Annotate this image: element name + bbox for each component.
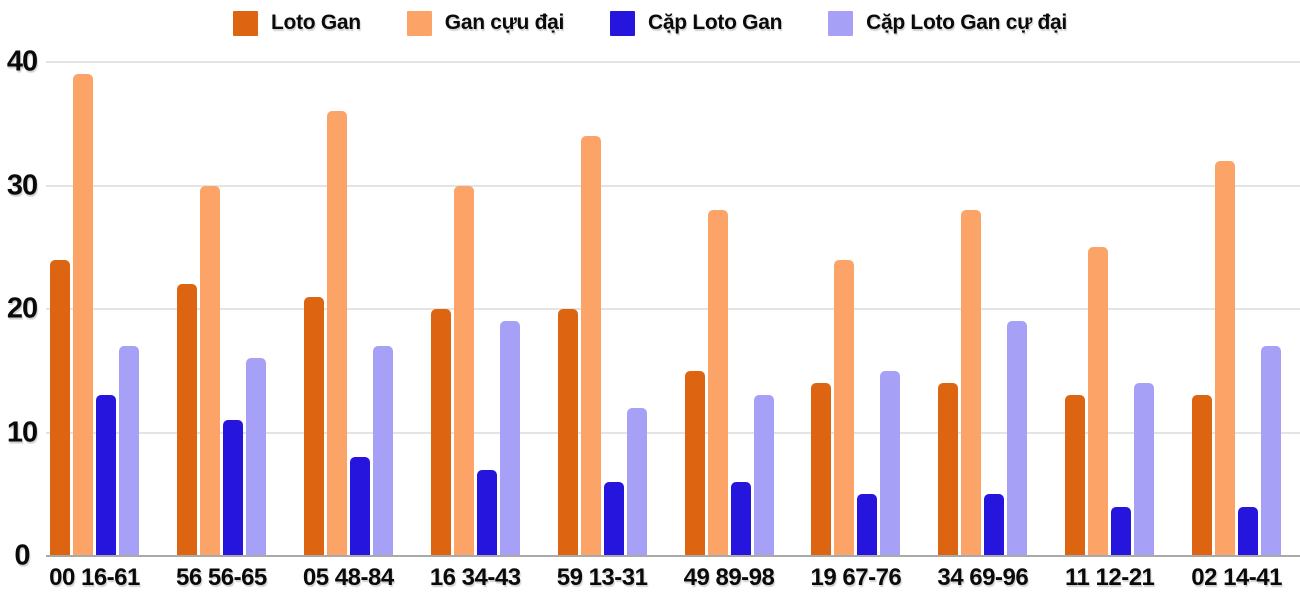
legend-label: Cặp Loto Gan cự đại — [866, 11, 1067, 34]
bar-group-59-13-31 — [557, 62, 647, 556]
legend-item-2[interactable]: Cặp Loto Gan — [610, 10, 783, 36]
bar-gan-cựu-đại-3[interactable] — [453, 185, 474, 556]
gridline-y-20 — [46, 308, 1300, 310]
bar-cặp-loto-gan-5[interactable] — [730, 481, 751, 556]
bar-group-56-56-65 — [176, 62, 266, 556]
bar-group-00-16-61 — [50, 62, 139, 556]
bar-cặp-loto-gan-2[interactable] — [349, 457, 370, 556]
legend-swatch-icon — [233, 10, 259, 36]
bar-loto-gan-7[interactable] — [938, 383, 959, 556]
bar-loto-gan-1[interactable] — [176, 284, 197, 556]
legend-swatch-icon — [406, 10, 432, 36]
bar-loto-gan-5[interactable] — [684, 370, 705, 556]
bar-gan-cựu-đại-9[interactable] — [1215, 160, 1236, 556]
legend-swatch-icon — [610, 10, 636, 36]
gridline-y-30 — [46, 184, 1300, 187]
bar-cặp-loto-gan-9[interactable] — [1238, 506, 1259, 556]
bar-gan-cựu-đại-1[interactable] — [199, 185, 220, 556]
bar-group-11-12-21 — [1065, 62, 1155, 556]
y-axis-tick-label: 30 — [6, 169, 38, 201]
bar-cặp-loto-gan-cự-đại-4[interactable] — [626, 407, 647, 556]
bar-group-49-89-98 — [684, 62, 774, 556]
x-axis-line — [46, 555, 1300, 557]
bar-loto-gan-3[interactable] — [430, 309, 451, 556]
bar-cặp-loto-gan-4[interactable] — [603, 481, 624, 556]
bar-loto-gan-2[interactable] — [303, 296, 324, 556]
legend-item-3[interactable]: Cặp Loto Gan cự đại — [828, 10, 1067, 36]
bar-gan-cựu-đại-0[interactable] — [73, 74, 93, 556]
x-axis-tick-label: 49 89-98 — [683, 564, 775, 591]
x-axis-tick-label: 00 16-61 — [49, 564, 140, 591]
chart-legend: Loto Gan Gan cựu đại Cặp Loto Gan Cặp Loto … — [0, 6, 1300, 40]
bar-cặp-loto-gan-cự-đại-6[interactable] — [880, 370, 901, 556]
y-axis-tick-label: 10 — [6, 416, 38, 448]
bar-group-05-48-84 — [303, 62, 393, 556]
bar-gan-cựu-đại-8[interactable] — [1088, 247, 1109, 556]
x-axis-tick-label: 34 69-96 — [937, 564, 1029, 591]
x-axis-tick-label: 05 48-84 — [302, 564, 394, 591]
bar-cặp-loto-gan-cự-đại-0[interactable] — [119, 346, 139, 556]
bar-cặp-loto-gan-7[interactable] — [984, 494, 1005, 556]
bar-loto-gan-6[interactable] — [811, 383, 832, 556]
bar-cặp-loto-gan-3[interactable] — [476, 469, 497, 556]
bar-cặp-loto-gan-cự-đại-9[interactable] — [1261, 346, 1282, 556]
gridline-y-40 — [46, 61, 1300, 63]
bar-cặp-loto-gan-0[interactable] — [96, 395, 116, 556]
bar-loto-gan-8[interactable] — [1065, 395, 1086, 556]
bar-cặp-loto-gan-cự-đại-8[interactable] — [1134, 383, 1155, 556]
legend-item-0[interactable]: Loto Gan — [233, 10, 361, 36]
bar-cặp-loto-gan-1[interactable] — [222, 420, 243, 556]
x-axis-tick-label: 11 12-21 — [1064, 564, 1155, 591]
bar-cặp-loto-gan-8[interactable] — [1111, 506, 1132, 556]
bar-cặp-loto-gan-6[interactable] — [857, 494, 878, 556]
bar-cặp-loto-gan-cự-đại-3[interactable] — [499, 321, 520, 556]
bar-gan-cựu-đại-2[interactable] — [326, 111, 347, 556]
legend-label: Gan cựu đại — [444, 11, 565, 34]
legend-label: Cặp Loto Gan — [648, 11, 783, 34]
bar-gan-cựu-đại-5[interactable] — [707, 210, 728, 556]
bar-cặp-loto-gan-cự-đại-7[interactable] — [1007, 321, 1028, 556]
bar-cặp-loto-gan-cự-đại-2[interactable] — [372, 346, 393, 556]
x-axis-tick-label: 02 14-41 — [1191, 564, 1282, 591]
y-axis-tick-label: 0 — [14, 539, 30, 572]
bar-loto-gan-9[interactable] — [1192, 395, 1213, 556]
bar-gan-cựu-đại-7[interactable] — [961, 210, 982, 556]
y-axis-tick-label: 20 — [6, 292, 38, 325]
bar-group-02-14-41 — [1192, 62, 1282, 556]
legend-swatch-icon — [828, 10, 854, 36]
plot-area — [46, 61, 1300, 557]
bar-group-19-67-76 — [811, 62, 901, 556]
x-axis-tick-label: 19 67-76 — [810, 564, 902, 591]
bar-gan-cựu-đại-4[interactable] — [580, 136, 601, 556]
bar-loto-gan-4[interactable] — [557, 309, 578, 556]
bar-group-34-69-96 — [938, 62, 1028, 556]
x-axis-tick-label: 16 34-43 — [429, 564, 521, 591]
bar-gan-cựu-đại-6[interactable] — [834, 259, 855, 556]
bar-group-16-34-43 — [430, 62, 520, 556]
y-axis-tick-label: 40 — [6, 45, 38, 78]
bar-loto-gan-0[interactable] — [50, 259, 70, 556]
bar-cặp-loto-gan-cự-đại-1[interactable] — [245, 358, 266, 556]
bar-cặp-loto-gan-cự-đại-5[interactable] — [753, 395, 774, 556]
gridline-y-10 — [46, 431, 1300, 434]
x-axis-tick-label: 56 56-65 — [176, 564, 267, 591]
x-axis-tick-label: 59 13-31 — [556, 564, 648, 591]
legend-item-1[interactable]: Gan cựu đại — [406, 10, 565, 36]
legend-label: Loto Gan — [271, 11, 361, 34]
